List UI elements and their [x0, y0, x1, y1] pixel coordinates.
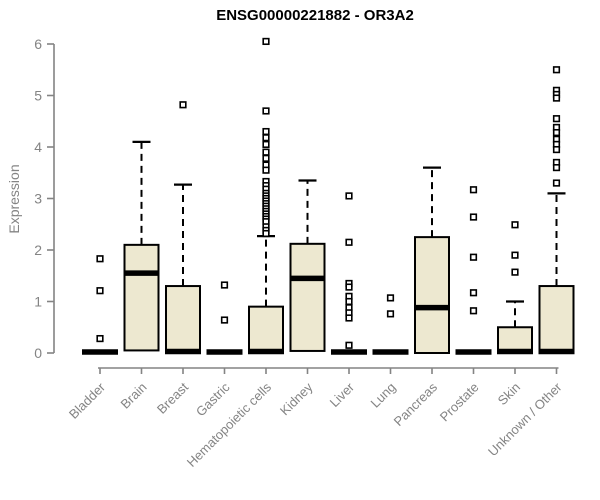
outlier-marker: [262, 127, 270, 136]
outlier-marker: [386, 294, 395, 302]
outlier-marker: [552, 94, 561, 102]
outlier-marker: [262, 107, 270, 115]
y-tick-label: 1: [34, 294, 42, 310]
outlier-marker: [552, 179, 561, 187]
outlier-marker: [386, 310, 395, 318]
y-tick-label: 0: [34, 345, 42, 361]
box-pancreas: [414, 236, 450, 354]
box-unknown-other: [538, 285, 575, 354]
x-tick-label: Liver: [327, 379, 358, 410]
x-tick-label: Pancreas: [391, 379, 441, 429]
outlier-marker: [262, 229, 270, 238]
box-breast: [165, 285, 201, 354]
x-tick-label: Skin: [495, 380, 523, 408]
y-tick-label: 6: [34, 36, 42, 52]
outlier-marker: [469, 307, 478, 315]
outlier-marker: [345, 314, 353, 322]
outlier-marker: [179, 101, 187, 109]
outlier-marker: [511, 251, 519, 259]
box-hematopoietic-cells: [248, 305, 284, 354]
outlier-marker: [262, 154, 270, 162]
x-tick-label: Brain: [118, 380, 150, 412]
chart-title: ENSG00000221882 - OR3A2: [216, 7, 414, 24]
outlier-marker: [96, 255, 104, 263]
outlier-marker: [469, 186, 478, 194]
outlier-marker: [345, 238, 353, 246]
outlier-marker: [345, 192, 353, 200]
x-tick-label: Breast: [154, 379, 191, 416]
box-brain: [123, 243, 160, 352]
x-tick-label: Lung: [368, 380, 399, 411]
outlier-marker: [552, 66, 561, 74]
outlier-marker: [345, 283, 353, 291]
outlier-marker: [552, 164, 561, 172]
outlier-marker: [262, 140, 270, 149]
y-tick-label: 4: [34, 139, 42, 155]
x-tick-label: Bladder: [66, 379, 109, 422]
x-tick-label: Gastric: [193, 379, 233, 419]
outlier-marker: [220, 281, 229, 289]
outlier-marker: [96, 334, 104, 343]
outlier-marker: [552, 115, 561, 123]
outlier-marker: [262, 134, 270, 142]
outlier-marker: [511, 268, 519, 276]
outlier-marker: [469, 289, 478, 297]
x-tick-label: Unknown / Other: [485, 379, 565, 459]
outlier-marker: [220, 316, 229, 324]
x-tick-label: Kidney: [277, 379, 316, 418]
outlier-marker: [511, 221, 519, 229]
outlier-marker: [262, 166, 270, 174]
outlier-marker: [345, 341, 353, 349]
y-tick-label: 3: [34, 191, 42, 207]
outlier-marker: [96, 287, 104, 295]
y-tick-label: 5: [34, 88, 42, 104]
box-kidney: [289, 242, 326, 352]
y-tick-label: 2: [34, 242, 42, 258]
outlier-marker: [469, 213, 478, 221]
outlier-marker: [469, 253, 478, 261]
outlier-marker: [262, 148, 270, 156]
outlier-marker: [262, 37, 270, 46]
x-tick-label: Prostate: [437, 380, 482, 425]
outlier-marker: [552, 145, 561, 154]
outlier-marker: [345, 297, 353, 306]
outlier-marker: [552, 128, 561, 137]
